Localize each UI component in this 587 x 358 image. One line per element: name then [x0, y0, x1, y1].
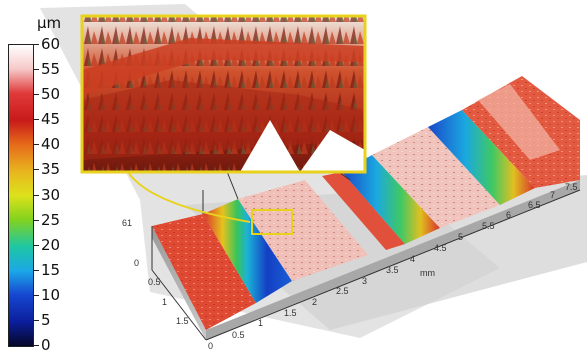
x-tick: 7 [550, 190, 555, 200]
z-tick: 61 [122, 218, 132, 228]
x-tick: 7.5 [565, 182, 578, 192]
colorbar-tick-label: 5 [41, 310, 51, 329]
y-tick: 1 [162, 297, 167, 307]
colorbar-tick-mark [33, 294, 39, 296]
x-tick: 1.5 [284, 308, 297, 318]
inset-zoom [80, 14, 367, 174]
x-tick: 6.5 [528, 200, 541, 210]
groove-2 [342, 155, 440, 244]
colorbar [8, 44, 34, 347]
colorbar-tick-mark [33, 169, 39, 171]
colorbar-tick-mark [33, 219, 39, 221]
plateau-4-light [478, 84, 560, 160]
x-tick: 4 [410, 254, 415, 264]
y-tick: 1.5 [176, 316, 189, 326]
colorbar-tick-label: 45 [41, 110, 61, 129]
colorbar-tick-mark [33, 94, 39, 96]
colorbar-tick-label: 15 [41, 260, 61, 279]
colorbar-tick-label: 55 [41, 60, 61, 79]
x-tick: 3 [362, 276, 367, 286]
colorbar-tick-label: 60 [41, 35, 61, 53]
colorbar-tick-mark [33, 194, 39, 196]
colorbar-tick-mark [33, 119, 39, 121]
colorbar-tick-mark [33, 44, 39, 45]
colorbar-tick-label: 20 [41, 235, 61, 254]
strip-front-face [152, 226, 206, 340]
x-tick: 5 [458, 232, 463, 242]
colorbar-tick-label: 0 [41, 336, 51, 354]
x-tick: 0.5 [232, 330, 245, 340]
x-tick: 2.5 [336, 286, 349, 296]
colorbar-tick-label: 40 [41, 135, 61, 154]
colorbar-tick-label: 50 [41, 85, 61, 104]
groove-3 [428, 110, 535, 205]
groove-1 [203, 199, 292, 303]
x-tick: 3.5 [386, 265, 399, 275]
x-axis: 0 0.5 1 1.5 2 2.5 3 3.5 4 4.5 5 5.5 6 6.… [208, 182, 578, 351]
x-tick: 2 [312, 297, 317, 307]
colorbar-tick-mark [33, 144, 39, 146]
y-tick: 0.5 [148, 277, 161, 287]
x-tick: 6 [506, 210, 511, 220]
colorbar-tick-mark [33, 345, 39, 346]
colorbar-tick-mark [33, 269, 39, 271]
colorbar-tick-label: 30 [41, 185, 61, 204]
plateau-2-band [322, 172, 405, 250]
colorbar-tick-label: 25 [41, 210, 61, 229]
colorbar-tick-label: 35 [41, 160, 61, 179]
colorbar-tick-label: 10 [41, 285, 61, 304]
x-tick: 1 [258, 318, 263, 328]
colorbar-tick-mark [33, 319, 39, 321]
callout-line [127, 171, 251, 223]
x-tick: 0 [208, 341, 213, 351]
selection-box [251, 209, 293, 235]
colorbar-tick-mark [33, 244, 39, 246]
x-unit: mm [420, 268, 435, 278]
x-tick: 4.5 [434, 243, 447, 253]
colorbar-unit: µm [37, 14, 62, 32]
x-tick: 5.5 [482, 221, 495, 231]
y-tick: 0 [134, 258, 139, 268]
y-axis: 0 0.5 1 1.5 61 [122, 218, 189, 326]
strip-bottom-face [206, 180, 580, 340]
colorbar-tick-mark [33, 69, 39, 71]
inset-border [80, 14, 367, 174]
